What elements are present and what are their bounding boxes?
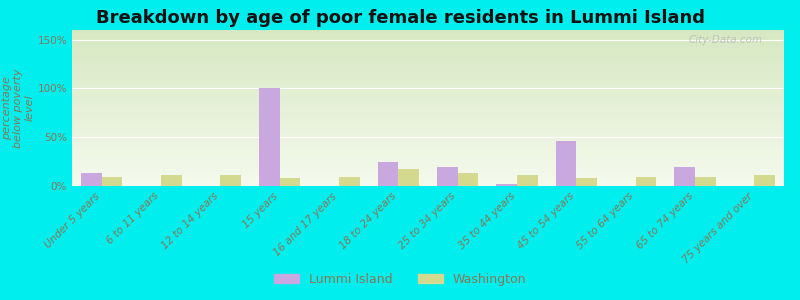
Bar [636, 177, 657, 186]
Bar [555, 141, 576, 186]
Bar [220, 175, 241, 186]
Text: Breakdown by age of poor female residents in Lummi Island: Breakdown by age of poor female resident… [95, 9, 705, 27]
Bar [259, 88, 280, 186]
Bar [576, 178, 597, 186]
Legend: Lummi Island, Washington: Lummi Island, Washington [269, 268, 531, 291]
Bar [695, 177, 716, 186]
Bar [280, 178, 301, 186]
Text: City-Data.com: City-Data.com [689, 35, 762, 45]
Bar [161, 175, 182, 186]
Bar [517, 175, 538, 186]
Bar [378, 162, 398, 186]
Y-axis label: percentage
below poverty
level: percentage below poverty level [2, 68, 34, 148]
Bar [81, 173, 102, 186]
Bar [496, 184, 517, 186]
Bar [398, 169, 419, 186]
Bar [102, 177, 122, 186]
Bar [754, 175, 775, 186]
Bar [458, 173, 478, 186]
Bar [437, 167, 458, 186]
Bar [674, 167, 695, 186]
Bar [339, 177, 360, 186]
